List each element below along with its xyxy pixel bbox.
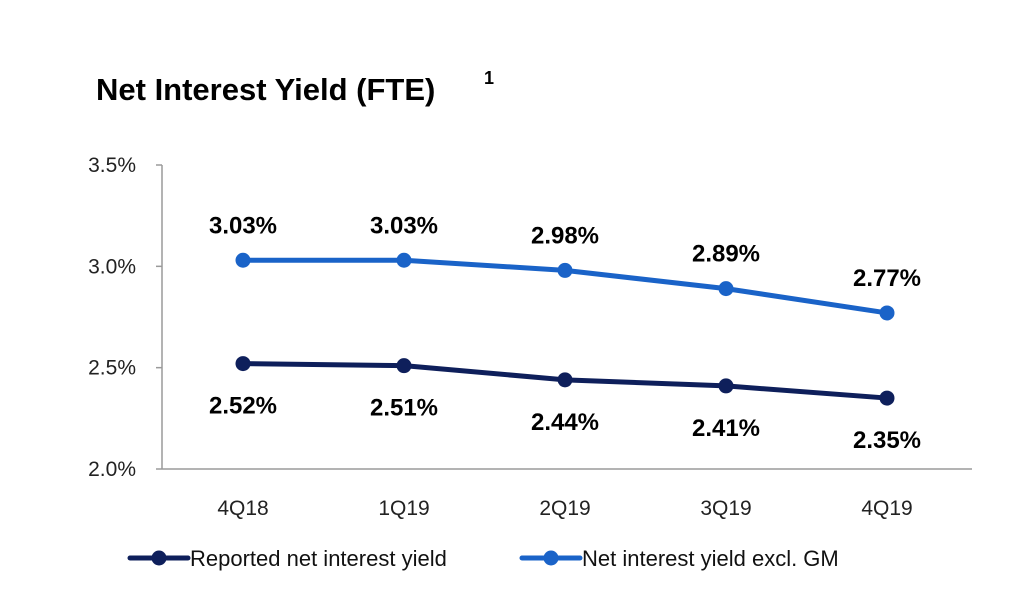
data-label: 2.35% <box>853 427 921 454</box>
x-tick-label: 4Q19 <box>861 497 912 520</box>
data-label: 2.52% <box>209 393 277 420</box>
y-tick-label: 2.5% <box>88 357 136 380</box>
data-point <box>879 305 895 321</box>
data-label: 3.03% <box>370 212 438 239</box>
y-tick-label: 3.0% <box>88 255 136 278</box>
data-point <box>396 358 412 374</box>
chart-title: Net Interest Yield (FTE) <box>96 72 435 107</box>
data-point <box>235 356 251 372</box>
data-label: 2.44% <box>531 409 599 436</box>
data-point <box>879 390 895 406</box>
x-tick-label: 1Q19 <box>378 497 429 520</box>
data-point <box>718 378 734 394</box>
legend-label: Reported net interest yield <box>190 546 447 571</box>
data-label: 2.98% <box>531 222 599 249</box>
data-point <box>557 372 573 388</box>
y-tick-label: 2.0% <box>88 458 136 481</box>
data-label: 2.41% <box>692 415 760 442</box>
data-point <box>396 252 412 268</box>
legend-label: Net interest yield excl. GM <box>582 546 839 571</box>
y-tick-label: 3.5% <box>88 154 136 177</box>
data-point <box>557 262 573 278</box>
data-point <box>718 281 734 297</box>
data-point <box>235 252 251 268</box>
data-label: 2.51% <box>370 395 438 422</box>
x-tick-label: 3Q19 <box>700 497 751 520</box>
x-tick-label: 2Q19 <box>539 497 590 520</box>
data-label: 3.03% <box>209 212 277 239</box>
data-label: 2.77% <box>853 265 921 292</box>
chart-title-footnote: 1 <box>484 68 494 88</box>
x-tick-label: 4Q18 <box>217 497 268 520</box>
data-label: 2.89% <box>692 241 760 268</box>
legend-marker <box>543 550 559 566</box>
legend-marker <box>151 550 167 566</box>
